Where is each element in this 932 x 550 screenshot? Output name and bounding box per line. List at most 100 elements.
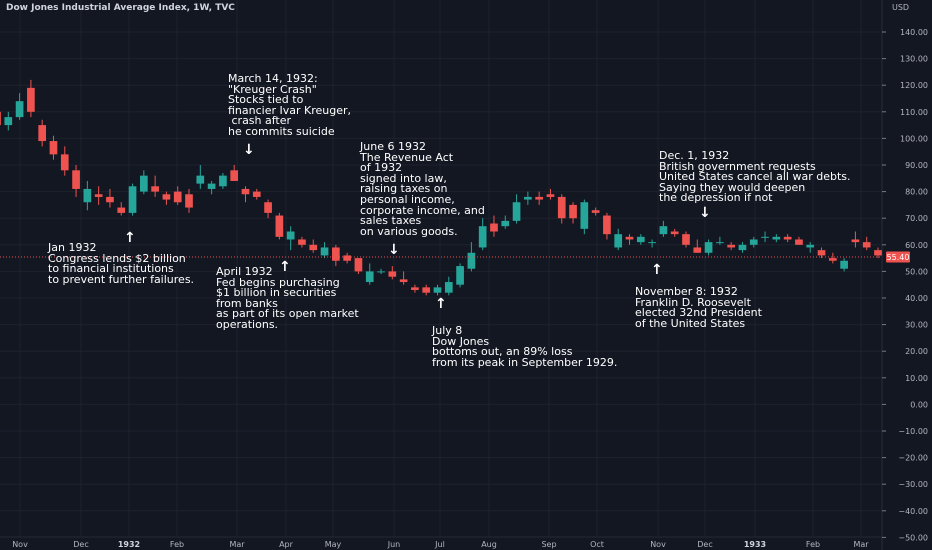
candle-body bbox=[625, 236, 634, 240]
candle-body bbox=[546, 194, 555, 197]
y-tick-label: −50.00 bbox=[898, 533, 928, 542]
candle-body bbox=[840, 260, 848, 269]
candle bbox=[603, 212, 611, 240]
candle-body bbox=[128, 186, 137, 213]
y-tick-label: 30.00 bbox=[905, 321, 928, 330]
candle-body bbox=[478, 226, 487, 248]
candle-body bbox=[670, 231, 679, 235]
candle bbox=[501, 215, 510, 229]
candle-body bbox=[399, 279, 408, 283]
candle bbox=[298, 236, 306, 248]
candle-body bbox=[704, 242, 713, 253]
x-tick-label: Apr bbox=[279, 540, 294, 549]
candle bbox=[625, 234, 634, 245]
y-tick-label: −40.00 bbox=[898, 507, 928, 516]
candle bbox=[795, 236, 803, 245]
arrow-up-icon: ↑ bbox=[435, 296, 447, 312]
candle bbox=[444, 276, 453, 296]
candle-body bbox=[693, 247, 702, 253]
time-axis[interactable]: Nov Dec 1932 Feb Mar Apr May Jun Jul Aug Sep Oct Nov… bbox=[12, 540, 869, 549]
candle-body bbox=[512, 202, 521, 221]
candle bbox=[60, 146, 69, 176]
candle bbox=[275, 212, 284, 240]
x-tick-label: Aug bbox=[481, 540, 497, 549]
arrow-down-icon: ↓ bbox=[243, 142, 255, 158]
y-tick-label: 70.00 bbox=[905, 214, 928, 223]
y-tick-label: 20.00 bbox=[905, 347, 928, 356]
arrow-up-icon: ↑ bbox=[651, 262, 663, 278]
candle-body bbox=[524, 196, 532, 200]
candle bbox=[4, 111, 13, 131]
candle-body bbox=[580, 202, 589, 229]
candle-body bbox=[817, 250, 826, 256]
x-tick-label: Nov bbox=[650, 540, 666, 549]
candle bbox=[478, 218, 487, 251]
candle-body bbox=[535, 196, 543, 200]
candle bbox=[286, 226, 295, 251]
candle-body bbox=[557, 196, 566, 219]
candle bbox=[580, 199, 589, 235]
y-tick-label: 120.00 bbox=[900, 81, 928, 90]
y-tick-label: 50.00 bbox=[905, 267, 928, 276]
candle bbox=[806, 242, 815, 253]
candle-body bbox=[139, 175, 148, 192]
x-tick-label: Feb bbox=[806, 540, 820, 549]
candle bbox=[94, 186, 103, 205]
last-price-badge bbox=[886, 251, 910, 263]
candle bbox=[399, 271, 408, 285]
candle-body bbox=[230, 170, 239, 181]
y-tick-label: −20.00 bbox=[898, 454, 928, 463]
chart-title: Dow Jones Industrial Average Index, 1W, … bbox=[6, 3, 235, 13]
candle-body bbox=[72, 170, 80, 189]
arrow-down-icon: ↓ bbox=[388, 242, 400, 258]
candle-body bbox=[716, 242, 724, 244]
candle bbox=[173, 186, 182, 205]
y-tick-label: −30.00 bbox=[898, 480, 928, 489]
candle bbox=[670, 228, 679, 237]
candle-body bbox=[411, 287, 419, 291]
candle bbox=[162, 191, 171, 205]
candle bbox=[332, 244, 340, 267]
candle-body bbox=[83, 188, 92, 203]
candle-body bbox=[738, 244, 747, 251]
candle bbox=[139, 170, 148, 195]
candle bbox=[354, 258, 363, 275]
candle bbox=[0, 111, 1, 126]
candle bbox=[422, 284, 431, 296]
y-tick-label: 140.00 bbox=[900, 28, 928, 37]
candle bbox=[151, 175, 159, 197]
candle-body bbox=[422, 287, 431, 293]
candle bbox=[546, 188, 555, 200]
y-tick-label: 10.00 bbox=[905, 374, 928, 383]
candle-body bbox=[49, 141, 58, 155]
candle-body bbox=[354, 258, 363, 272]
last-price-marker: 55.40 bbox=[0, 251, 910, 263]
candle bbox=[591, 207, 600, 216]
candle bbox=[716, 236, 724, 245]
candle-body bbox=[286, 231, 295, 240]
candle bbox=[219, 172, 227, 189]
candle bbox=[738, 242, 747, 253]
candle-body bbox=[275, 215, 284, 237]
candle bbox=[704, 239, 713, 256]
annotation-jan-1932: Jan 1932 Congress lends $2 billion to fi… bbox=[48, 241, 195, 286]
candle bbox=[614, 228, 623, 251]
annotation-jun-1932: June 6 1932 The Revenue Act of 1932 sign… bbox=[360, 140, 485, 238]
candle-body bbox=[207, 183, 216, 189]
candle bbox=[252, 188, 261, 200]
candle bbox=[840, 258, 848, 272]
candle bbox=[524, 191, 532, 205]
y-tick-label: 110.00 bbox=[900, 108, 928, 117]
candle bbox=[15, 93, 24, 120]
candle bbox=[196, 165, 205, 189]
candle-body bbox=[761, 236, 769, 238]
price-axis[interactable]: 140.00 130.00 120.00 110.00 100.00 90.00 80.00… bbox=[882, 28, 928, 542]
candle-body bbox=[173, 191, 182, 203]
candle-body bbox=[343, 255, 351, 261]
x-tick-label: Jun bbox=[387, 540, 401, 549]
last-price-value: 55.40 bbox=[887, 253, 910, 262]
candle-body bbox=[162, 194, 171, 200]
candle bbox=[783, 234, 792, 243]
candle-body bbox=[749, 239, 758, 245]
